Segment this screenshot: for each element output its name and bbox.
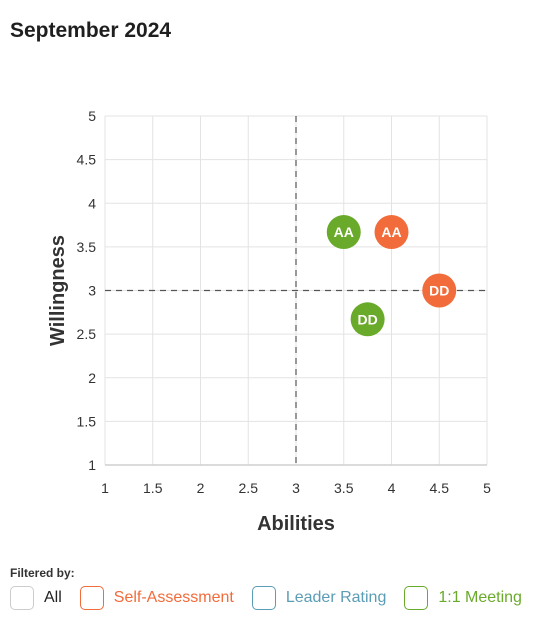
y-axis-label: Willingness <box>47 235 69 346</box>
data-point-marker <box>422 273 457 308</box>
data-point-label: AA <box>381 224 401 240</box>
y-tick-label: 1.5 <box>77 413 97 429</box>
x-tick-label: 3.5 <box>334 480 354 496</box>
x-tick-label: 4.5 <box>430 480 450 496</box>
y-tick-label: 2 <box>88 370 96 386</box>
x-tick-label: 5 <box>483 480 491 496</box>
x-tick-label: 2 <box>197 480 205 496</box>
x-tick-label: 1 <box>101 480 109 496</box>
y-tick-label: 3 <box>88 283 96 299</box>
data-point-label: DD <box>429 283 449 299</box>
filter-meeting[interactable]: 1:1 Meeting <box>404 586 522 610</box>
data-point-marker <box>350 302 385 337</box>
data-point-label: DD <box>358 311 378 327</box>
filter-label: All <box>44 589 62 606</box>
x-tick-label: 3 <box>292 480 300 496</box>
filter-all[interactable]: All <box>10 586 62 610</box>
x-axis-label: Abilities <box>257 513 335 535</box>
filter-bar: Filtered by: All Self-Assessment Leader Ra… <box>10 566 540 610</box>
filter-self[interactable]: Self-Assessment <box>79 586 234 610</box>
y-tick-label: 4.5 <box>77 152 97 168</box>
filters-label: Filtered by: <box>10 566 75 580</box>
y-tick-label: 5 <box>88 108 96 124</box>
data-point: DD <box>350 302 385 337</box>
x-tick-label: 1.5 <box>143 480 163 496</box>
data-point: AA <box>326 215 361 250</box>
filter-leader[interactable]: Leader Rating <box>251 586 387 610</box>
filter-checkbox[interactable] <box>79 586 104 610</box>
filter-checkbox[interactable] <box>251 586 276 610</box>
y-tick-label: 1 <box>88 457 96 473</box>
data-point: AA <box>374 215 409 250</box>
filter-row: All Self-Assessment Leader Rating 1:1 Meeti… <box>10 586 540 610</box>
page-title: September 2024 <box>10 19 172 42</box>
data-point-marker <box>326 215 361 250</box>
filter-label: Leader Rating <box>285 589 387 606</box>
data-point-label: AA <box>334 224 354 240</box>
filter-label: 1:1 Meeting <box>438 589 522 606</box>
filter-checkbox[interactable] <box>10 586 34 610</box>
y-tick-label: 3.5 <box>77 239 97 255</box>
filter-label: Self-Assessment <box>113 589 234 606</box>
scatter-chart: 1 1.5 2 2.5 3 3.5 4 4.5 5 1 1.5 2 2.5 3 3.5 4 4.5 5 Abilit… <box>47 108 491 535</box>
data-point: DD <box>422 273 457 308</box>
x-tick-label: 4 <box>388 480 396 496</box>
filter-checkbox[interactable] <box>404 586 429 610</box>
y-tick-label: 2.5 <box>77 326 97 342</box>
y-tick-label: 4 <box>88 195 96 211</box>
data-point-marker <box>374 215 409 250</box>
x-tick-label: 2.5 <box>239 480 259 496</box>
